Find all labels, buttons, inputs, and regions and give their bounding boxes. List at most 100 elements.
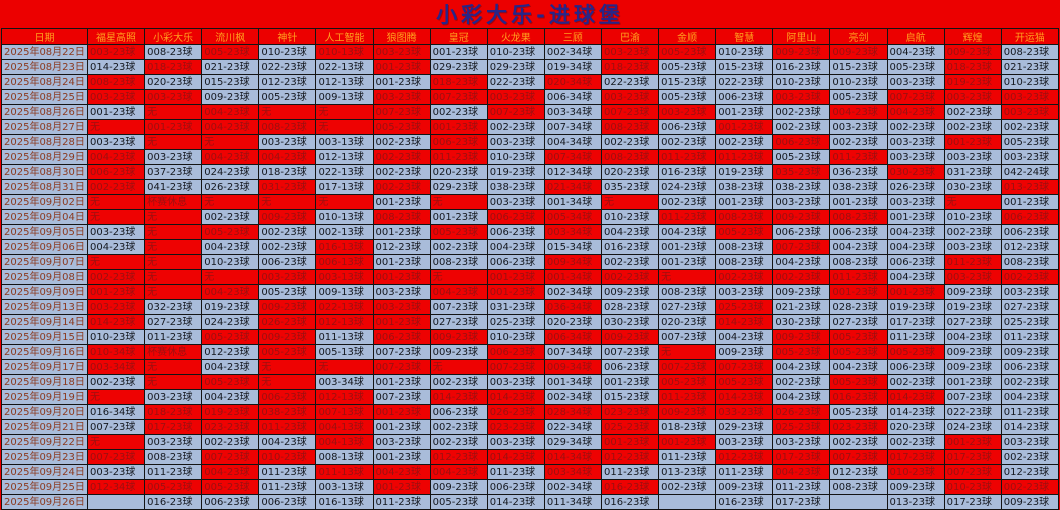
column-header: 狼图腾: [372, 28, 431, 45]
cell: 006-23球: [486, 254, 545, 270]
cell: 009-23球: [600, 329, 660, 345]
cell: 003-23球: [943, 149, 1002, 165]
cell: 022-23球: [258, 59, 317, 75]
cell: 016-23球: [600, 479, 660, 495]
cell: 024-23球: [201, 164, 260, 180]
cell: 004-23球: [886, 269, 945, 285]
cell: 006-23球: [201, 494, 260, 510]
cell: 005-23球: [201, 224, 260, 240]
cell: 008-23球: [144, 449, 203, 465]
cell: 001-23球: [86, 284, 146, 300]
cell: 003-23球: [886, 194, 945, 210]
table-row: 2025年08月23日 014-23球 018-23球 021-23球 022-23球 0…: [1, 59, 1060, 75]
cell: 025-23球: [486, 314, 545, 330]
cell: 009-23球: [943, 359, 1002, 375]
cell: 003-23球: [144, 434, 203, 450]
cell: 009-34球: [543, 359, 602, 375]
cell: 019-34球: [543, 59, 602, 75]
cell: 002-23球: [658, 194, 717, 210]
cell: 032-23球: [144, 299, 203, 315]
cell: 018-23球: [144, 59, 203, 75]
cell: 008-23球: [1000, 254, 1060, 270]
cell: 001-23球: [829, 284, 888, 300]
date-cell: 2025年09月24日: [1, 464, 88, 480]
cell: 010-13球: [315, 44, 374, 60]
cell: 008-23球: [829, 209, 888, 225]
cell: 无: [258, 104, 317, 120]
cell: 022-23球: [600, 74, 660, 90]
cell: 无: [600, 194, 660, 210]
cell: 005-23球: [829, 374, 888, 390]
cell: 038-23球: [772, 179, 831, 195]
cell: 004-23球: [258, 149, 317, 165]
cell: 无: [201, 134, 260, 150]
cell: 009-23球: [429, 344, 488, 360]
cell: 008-23球: [144, 44, 203, 60]
cell: 002-23球: [943, 224, 1002, 240]
cell: 001-23球: [86, 104, 146, 120]
cell: 025-23球: [1000, 314, 1060, 330]
cell: 011-23球: [658, 149, 717, 165]
cell: 014-23球: [486, 494, 545, 510]
cell: 无: [201, 269, 260, 285]
cell: 001-23球: [429, 119, 488, 135]
cell: 004-23球: [886, 44, 945, 60]
cell: 012-13球: [315, 149, 374, 165]
cell: 010-23球: [943, 209, 1002, 225]
cell: 无: [144, 269, 203, 285]
cell: 001-23球: [429, 209, 488, 225]
cell: 004-23球: [201, 104, 260, 120]
cell: 007-13球: [315, 404, 374, 420]
cell: 007-23球: [429, 89, 488, 105]
cell: 002-23球: [772, 269, 831, 285]
cell: 030-23球: [772, 314, 831, 330]
cell: 008-23球: [829, 254, 888, 270]
cell: 007-23球: [86, 449, 146, 465]
cell: 002-23球: [886, 374, 945, 390]
cell: 006-23球: [429, 404, 488, 420]
cell: 002-23球: [258, 239, 317, 255]
date-cell: 2025年08月28日: [1, 134, 88, 150]
date-cell: 2025年09月17日: [1, 359, 88, 375]
cell: 003-13球: [315, 134, 374, 150]
cell: 007-23球: [372, 344, 431, 360]
cell: 027-23球: [144, 314, 203, 330]
cell: 002-23球: [486, 119, 545, 135]
cell: 008-23球: [86, 74, 146, 90]
column-header: 亮剑: [829, 28, 888, 45]
cell: 029-23球: [486, 59, 545, 75]
table-row: 2025年09月13日 003-23球 032-23球 019-23球 009-23球 0…: [1, 299, 1060, 315]
cell: 029-23球: [429, 179, 488, 195]
cell: 011-23球: [1000, 404, 1060, 420]
cell: 007-23球: [429, 299, 488, 315]
cell: 004-23球: [486, 239, 545, 255]
cell: 009-23球: [772, 329, 831, 345]
cell: 005-23球: [201, 479, 260, 495]
cell: 002-23球: [1000, 449, 1060, 465]
cell: 009-23球: [429, 479, 488, 495]
cell: 002-34球: [543, 284, 602, 300]
cell: 020-23球: [543, 314, 602, 330]
cell: 002-23球: [1000, 269, 1060, 285]
cell: 007-23球: [943, 389, 1002, 405]
cell: 012-13球: [315, 314, 374, 330]
cell: 无: [144, 374, 203, 390]
cell: 019-23球: [201, 404, 260, 420]
cell: 009-23球: [943, 344, 1002, 360]
cell: 001-23球: [486, 269, 545, 285]
cell: 029-34球: [543, 434, 602, 450]
cell: 008-23球: [600, 149, 660, 165]
cell: 011-23球: [829, 269, 888, 285]
table-row: 2025年08月29日 004-23球 003-23球 004-23球 004-23球 0…: [1, 149, 1060, 165]
cell: 005-23球: [886, 344, 945, 360]
cell: 无: [144, 359, 203, 375]
cell: 无: [86, 119, 146, 135]
cell: 011-23球: [486, 464, 545, 480]
cell: 无: [144, 239, 203, 255]
cell: 007-23球: [715, 359, 774, 375]
cell: 006-23球: [772, 134, 831, 150]
cell: 006-23球: [258, 494, 317, 510]
cell: 004-23球: [600, 224, 660, 240]
cell: 020-23球: [658, 314, 717, 330]
cell: 002-13球: [315, 224, 374, 240]
